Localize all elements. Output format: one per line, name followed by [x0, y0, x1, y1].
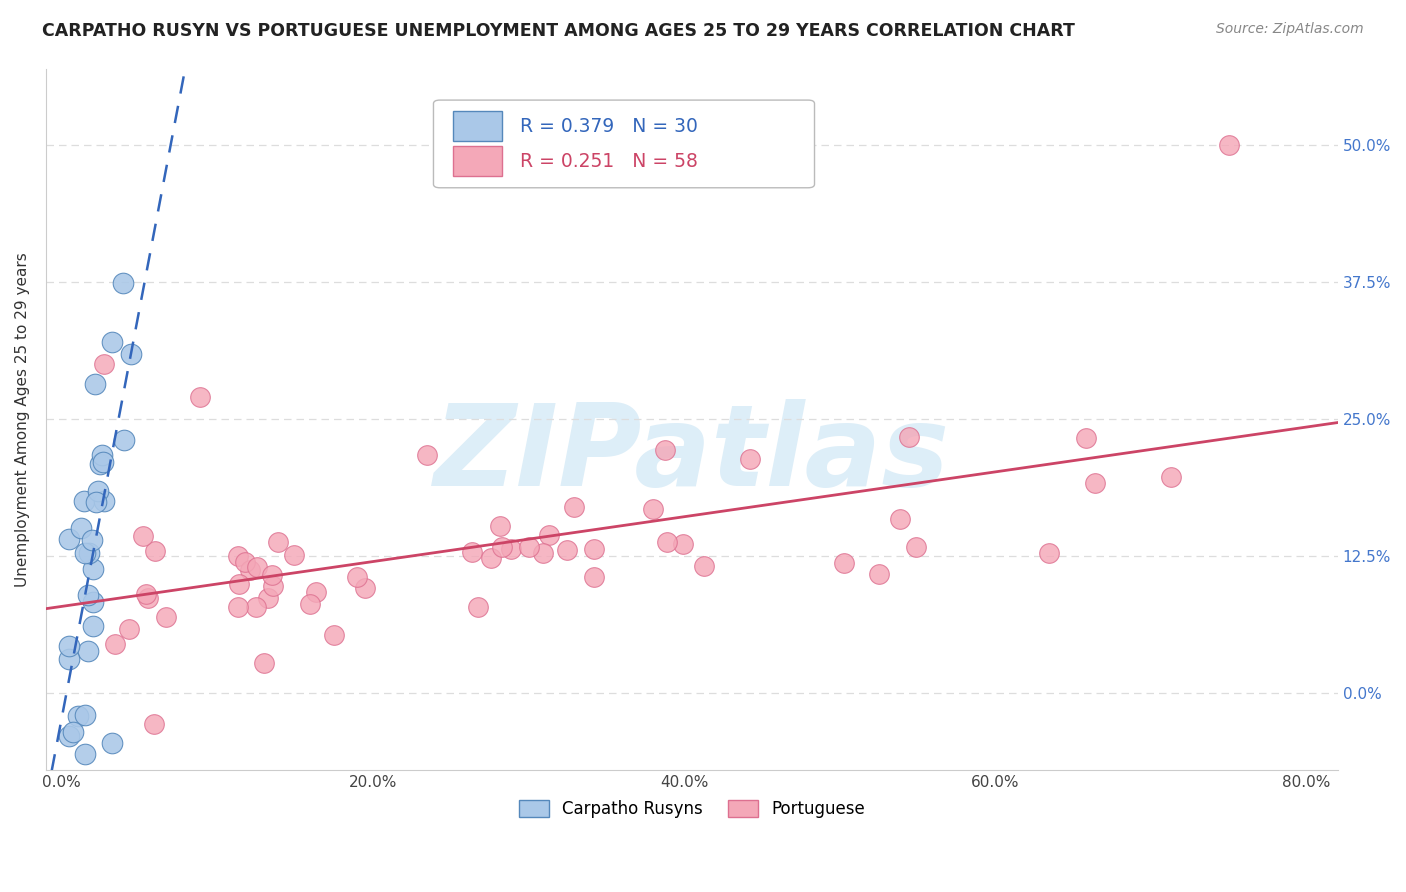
Point: [155, 609, 177, 624]
Point: [112, 277, 135, 291]
Point: [738, 452, 761, 467]
Point: [226, 549, 249, 564]
Point: [84, 376, 107, 391]
Point: [75, 708, 97, 723]
Point: [82, 594, 104, 608]
Point: [1160, 470, 1182, 484]
Point: [80, 533, 103, 548]
Point: [135, 587, 157, 601]
Point: [87, 483, 110, 498]
Point: [479, 551, 502, 566]
Point: [643, 502, 665, 516]
Point: [555, 542, 578, 557]
Point: [58, 652, 80, 666]
Point: [73, 747, 96, 761]
Point: [1038, 546, 1060, 560]
Point: [461, 545, 484, 559]
Point: [253, 657, 276, 671]
Point: [832, 557, 855, 571]
Point: [582, 541, 605, 556]
Point: [66, 708, 89, 723]
Point: [283, 548, 305, 562]
Point: [112, 434, 135, 448]
Point: [58, 533, 80, 547]
Point: [346, 569, 368, 583]
Point: [75, 546, 97, 560]
Point: [501, 541, 523, 556]
Text: R = 0.379   N = 30: R = 0.379 N = 30: [520, 117, 697, 136]
Point: [693, 559, 716, 574]
Point: [898, 430, 921, 444]
Point: [70, 520, 93, 534]
Point: [91, 455, 114, 469]
Point: [143, 717, 166, 731]
Point: [467, 599, 489, 614]
Point: [672, 537, 695, 551]
Point: [260, 568, 283, 582]
Point: [188, 390, 211, 404]
Point: [239, 563, 262, 577]
Text: R = 0.251   N = 58: R = 0.251 N = 58: [520, 152, 697, 170]
FancyBboxPatch shape: [433, 100, 814, 188]
Point: [531, 546, 554, 560]
Point: [256, 591, 278, 605]
Point: [100, 335, 122, 350]
Point: [143, 543, 166, 558]
Point: [1218, 138, 1240, 153]
Point: [1074, 431, 1097, 445]
Point: [58, 639, 80, 653]
Point: [537, 527, 560, 541]
Point: [519, 540, 541, 554]
Point: [93, 494, 115, 508]
Point: [889, 512, 911, 526]
Text: ZIPatlas: ZIPatlas: [433, 399, 950, 510]
Point: [353, 582, 375, 596]
Point: [299, 598, 322, 612]
Point: [868, 566, 890, 581]
Bar: [453, 146, 502, 176]
Point: [79, 546, 101, 560]
Bar: [453, 112, 502, 141]
Text: Source: ZipAtlas.com: Source: ZipAtlas.com: [1216, 22, 1364, 37]
Point: [583, 570, 606, 584]
Point: [233, 556, 256, 570]
Point: [132, 529, 155, 543]
Text: CARPATHO RUSYN VS PORTUGUESE UNEMPLOYMENT AMONG AGES 25 TO 29 YEARS CORRELATION : CARPATHO RUSYN VS PORTUGUESE UNEMPLOYMEN…: [42, 22, 1076, 40]
Point: [91, 448, 114, 462]
Point: [562, 500, 585, 515]
Point: [226, 599, 249, 614]
Point: [267, 535, 290, 549]
Y-axis label: Unemployment Among Ages 25 to 29 years: Unemployment Among Ages 25 to 29 years: [15, 252, 30, 587]
Point: [654, 443, 676, 458]
Point: [1083, 475, 1105, 490]
Point: [245, 600, 267, 615]
Point: [415, 449, 437, 463]
Point: [84, 495, 107, 509]
Point: [305, 584, 328, 599]
Point: [491, 540, 513, 554]
Point: [246, 560, 269, 574]
Point: [62, 724, 84, 739]
Point: [488, 519, 510, 533]
Point: [262, 579, 284, 593]
Point: [323, 628, 346, 642]
Legend: Carpatho Rusyns, Portuguese: Carpatho Rusyns, Portuguese: [512, 793, 872, 825]
Point: [76, 588, 98, 602]
Point: [120, 346, 142, 360]
Point: [104, 637, 127, 651]
Point: [73, 494, 96, 508]
Point: [82, 561, 104, 575]
Point: [101, 736, 124, 750]
Point: [118, 623, 141, 637]
Point: [58, 729, 80, 743]
Point: [93, 358, 115, 372]
Point: [228, 577, 250, 591]
Point: [89, 458, 111, 472]
Point: [905, 540, 928, 554]
Point: [138, 591, 160, 606]
Point: [77, 644, 100, 658]
Point: [657, 535, 679, 549]
Point: [82, 619, 104, 633]
